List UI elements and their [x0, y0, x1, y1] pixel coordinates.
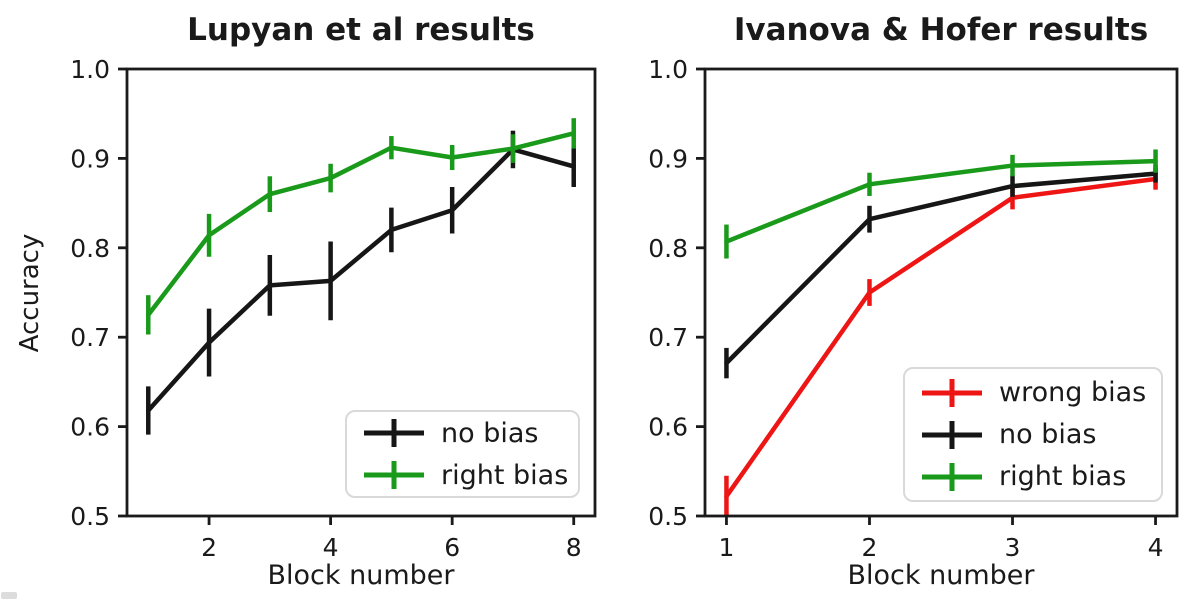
legend-label: right bias: [999, 461, 1127, 492]
series-no-bias: [146, 130, 576, 435]
x-tick-label: 3: [1005, 533, 1021, 562]
legend-label: right bias: [441, 459, 569, 491]
x-tick-label: 4: [1148, 533, 1164, 562]
legend-right: wrong bias no bias right bias: [903, 367, 1163, 502]
series-line: [724, 176, 1158, 499]
stray-mark: [1, 592, 17, 599]
legend-label: no bias: [441, 417, 539, 449]
errorbar-marker-icon: [364, 461, 424, 489]
x-tick-label: 6: [444, 533, 460, 562]
y-tick-label: 1.0: [70, 55, 110, 84]
y-tick-label: 0.7: [648, 323, 688, 352]
series-no-bias: [724, 164, 1158, 379]
errorbar-marker-icon: [364, 419, 424, 447]
errorbar-marker-icon: [922, 420, 982, 449]
series-right-bias: [724, 149, 1158, 259]
plot-frame: [703, 67, 1179, 518]
y-tick-label: 0.6: [648, 413, 688, 442]
legend-item-right-bias: right bias: [363, 454, 578, 496]
plot-frame: [125, 67, 597, 518]
legend-item-wrong-bias: wrong bias: [921, 372, 1161, 414]
y-tick-label: 0.8: [648, 234, 688, 263]
y-tick-label: 0.8: [70, 234, 110, 263]
legend-label: wrong bias: [999, 377, 1147, 408]
x-tick-label: 2: [862, 533, 878, 562]
y-tick-label: 0.5: [648, 502, 688, 531]
chart-0: 0.5 0.6 0.7 0.8 0.9 1.0 2 4 6 8: [70, 55, 597, 562]
legend-item-no-bias: no bias: [921, 414, 1161, 456]
y-tick-label: 0.5: [70, 502, 110, 531]
y-tick-label: 0.9: [648, 144, 688, 173]
legend-left: no bias right bias: [345, 410, 580, 498]
x-tick-label: 1: [719, 533, 735, 562]
series-line: [724, 158, 1158, 244]
y-tick-label: 0.6: [70, 413, 110, 442]
chart-title-lupyan: Lupyan et al results: [187, 12, 535, 48]
y-tick-label: 0.9: [70, 144, 110, 173]
chart-1: 0.5 0.6 0.7 0.8 0.9 1.0 1 2 3 4: [648, 55, 1179, 562]
x-axis-label-right: Block number: [847, 560, 1035, 591]
y-tick-label: 0.7: [70, 323, 110, 352]
legend-item-no-bias: no bias: [363, 412, 578, 454]
series-line: [146, 147, 576, 413]
y-tick-label: 1.0: [648, 55, 688, 84]
x-tick-label: 2: [201, 533, 217, 562]
series-right-bias: [146, 118, 576, 335]
x-axis-label-left: Block number: [267, 560, 455, 591]
x-tick-label: 8: [566, 533, 582, 562]
series-line: [724, 171, 1158, 366]
y-axis-label-accuracy: Accuracy: [15, 233, 45, 353]
errorbar-marker-icon: [922, 378, 982, 407]
legend-item-right-bias: right bias: [921, 456, 1161, 498]
series-line: [146, 131, 576, 318]
x-tick-label: 4: [323, 533, 339, 562]
legend-label: no bias: [999, 419, 1097, 450]
chart-title-ivanova: Ivanova & Hofer results: [733, 12, 1149, 48]
errorbar-marker-icon: [922, 462, 982, 491]
